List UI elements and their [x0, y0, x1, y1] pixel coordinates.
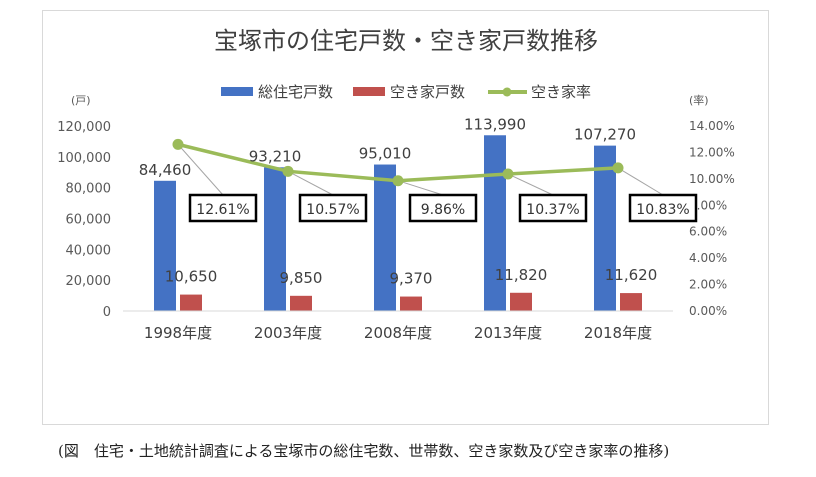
- bar-label-vacant-3: 11,820: [495, 266, 548, 284]
- bar-vacant-2: [400, 296, 422, 311]
- right-axis-ticks: 0.00% 2.00% 4.00% 6.00% 8.00% 10.00% 12.00% 14.…: [689, 119, 735, 318]
- x-tick-label-0: 1998年度: [144, 324, 212, 342]
- rate-label-leaders: [177, 144, 664, 196]
- rate-label-2: 9.86%: [421, 202, 465, 218]
- rate-point-4: [612, 162, 624, 174]
- rate-label-leader-2: [397, 180, 444, 196]
- legend-label-total: 総住宅戸数: [258, 83, 333, 101]
- bar-vacant-1: [290, 295, 312, 311]
- left-axis-ticks: 0 20,000 40,000 60,000 80,000 100,000 120,000: [57, 120, 111, 320]
- chart-frame: 宝塚市の住宅戸数・空き家戸数推移 総住宅戸数 空き家戸数 空き家率 (戸) (率…: [42, 10, 769, 425]
- rate-label-0: 12.61%: [196, 202, 249, 218]
- bar-vacant-0: [180, 294, 202, 311]
- bar-data-labels: 84,460 10,650 93,210 9,850 95,010 9,370 113,99…: [139, 115, 658, 287]
- right-tick-label: 8.00%: [689, 198, 727, 212]
- rate-point-3: [502, 168, 514, 180]
- right-tick-label: 14.00%: [689, 119, 735, 133]
- bar-label-total-3: 113,990: [464, 115, 526, 133]
- bar-series: [154, 135, 642, 311]
- bar-label-total-1: 93,210: [249, 147, 302, 165]
- chart-legend: 総住宅戸数 空き家戸数 空き家率: [221, 83, 591, 101]
- right-tick-label: 6.00%: [689, 225, 727, 239]
- right-tick-label: 2.00%: [689, 278, 727, 292]
- legend-label-vacant: 空き家戸数: [390, 83, 465, 101]
- bar-total-0: [154, 180, 176, 311]
- chart-title: 宝塚市の住宅戸数・空き家戸数推移: [214, 27, 598, 55]
- right-axis-unit: (率): [689, 93, 709, 107]
- bar-vacant-3: [510, 292, 532, 311]
- bar-total-2: [374, 164, 396, 311]
- legend-swatch-vacant: [353, 87, 385, 96]
- left-tick-label: 100,000: [57, 151, 111, 166]
- rate-label-box-1: [298, 193, 368, 223]
- bar-label-vacant-2: 9,370: [390, 270, 433, 288]
- x-tick-label-1: 2003年度: [254, 324, 322, 342]
- bar-label-vacant-0: 10,650: [165, 268, 218, 286]
- bar-label-vacant-1: 9,850: [280, 269, 323, 287]
- legend-label-rate: 空き家率: [531, 83, 591, 101]
- left-tick-label: 120,000: [57, 120, 111, 135]
- rate-label-leader-1: [287, 170, 334, 196]
- left-tick-label: 20,000: [66, 274, 112, 289]
- bar-label-total-0: 84,460: [139, 161, 192, 179]
- x-tick-label-3: 2013年度: [474, 324, 542, 342]
- legend-swatch-total: [221, 87, 253, 96]
- x-axis-ticks: 1998年度 2003年度 2008年度 2013年度 2018年度: [144, 324, 652, 342]
- x-tick-label-4: 2018年度: [584, 324, 652, 342]
- right-tick-label: 4.00%: [689, 251, 727, 265]
- rate-label-box-2: [408, 193, 478, 223]
- figure-caption: (図 住宅・土地統計調査による宝塚市の総住宅数、世帯数、空き家数及び空き家率の推…: [58, 442, 670, 460]
- right-tick-label: 10.00%: [689, 172, 735, 186]
- bar-label-vacant-4: 11,620: [605, 266, 658, 284]
- right-tick-label: 0.00%: [689, 304, 727, 318]
- rate-label-box-4: [628, 193, 698, 223]
- bar-total-1: [264, 167, 286, 311]
- right-tick-label: 12.00%: [689, 145, 735, 159]
- chart: 宝塚市の住宅戸数・空き家戸数推移 総住宅戸数 空き家戸数 空き家率 (戸) (率…: [57, 27, 735, 342]
- rate-label-box-3: [518, 193, 588, 223]
- rate-label-box-0: [188, 193, 258, 223]
- rate-label-1: 10.57%: [306, 202, 359, 218]
- rate-data-labels: 12.61% 10.57% 9.86% 10.37% 10.83%: [188, 193, 698, 223]
- x-tick-label-2: 2008年度: [364, 324, 432, 342]
- rate-point-2: [392, 175, 404, 187]
- rate-label-leader-0: [177, 144, 224, 196]
- left-tick-label: 40,000: [66, 243, 112, 258]
- bar-vacant-4: [620, 293, 642, 311]
- rate-label-leader-3: [507, 173, 554, 196]
- left-axis-unit: (戸): [71, 94, 91, 107]
- rate-point-0: [172, 138, 184, 150]
- left-tick-label: 80,000: [66, 182, 112, 197]
- rate-point-1: [282, 165, 294, 177]
- rate-label-4: 10.83%: [636, 202, 689, 218]
- left-tick-label: 60,000: [66, 213, 112, 228]
- bar-total-3: [484, 135, 506, 311]
- rate-series: [172, 138, 624, 187]
- bar-label-total-2: 95,010: [359, 145, 412, 163]
- bar-label-total-4: 107,270: [574, 126, 636, 144]
- bar-total-4: [594, 145, 616, 311]
- legend-swatch-rate-marker: [502, 87, 512, 97]
- rate-label-3: 10.37%: [526, 202, 579, 218]
- left-tick-label: 0: [103, 305, 111, 320]
- rate-label-leader-4: [617, 167, 664, 196]
